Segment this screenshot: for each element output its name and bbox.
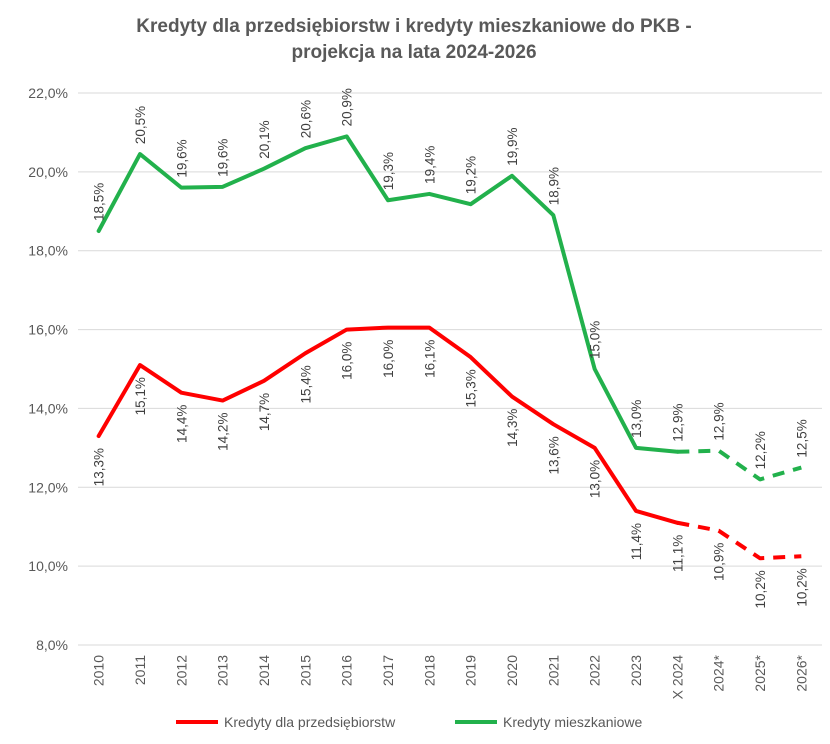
y-axis-ticks: 8,0% 10,0% 12,0% 14,0% 16,0% 18,0% 20,0% 22,0%	[28, 85, 68, 653]
x-tick-label: X 2024	[669, 655, 685, 700]
data-label: 18,9%	[546, 167, 561, 205]
legend-entry-1: Kredyty mieszkaniowe	[503, 714, 642, 730]
data-label: 13,0%	[629, 400, 644, 438]
data-label: 11,4%	[629, 523, 644, 560]
x-tick-label: 2020	[504, 655, 520, 686]
y-tick-label: 8,0%	[36, 637, 68, 653]
data-label: 14,3%	[505, 409, 520, 447]
x-tick-label: 2010	[91, 655, 107, 686]
x-tick-label: 2026*	[793, 654, 809, 691]
series-line-1	[96, 134, 680, 454]
series-lines	[96, 134, 802, 561]
y-tick-label: 18,0%	[28, 243, 68, 259]
data-label: 13,3%	[92, 448, 107, 486]
x-tick-label: 2023	[628, 655, 644, 686]
y-tick-label: 16,0%	[28, 322, 68, 338]
gridlines	[78, 92, 822, 646]
data-label: 12,5%	[794, 419, 809, 457]
x-tick-label: 2022	[587, 655, 603, 686]
x-tick-label: 2024*	[711, 654, 727, 691]
data-label: 19,2%	[464, 156, 479, 194]
x-tick-label: 2015	[297, 655, 313, 686]
data-label: 10,2%	[794, 568, 809, 606]
x-tick-label: 2012	[173, 655, 189, 686]
data-label: 16,0%	[340, 342, 355, 380]
series-line-0	[96, 325, 680, 525]
data-label: 15,1%	[133, 377, 148, 415]
x-tick-label: 2018	[421, 655, 437, 686]
y-tick-label: 14,0%	[28, 400, 68, 416]
data-label: 12,9%	[712, 402, 727, 440]
data-label: 12,9%	[670, 404, 685, 442]
data-label: 14,7%	[257, 393, 272, 431]
x-axis-ticks: 2010 2011 2012 2013 2014 2015 2016 2017 2018 2019…	[91, 654, 810, 699]
y-tick-label: 20,0%	[28, 164, 68, 180]
x-tick-label: 2017	[380, 655, 396, 686]
data-label: 19,9%	[505, 128, 520, 166]
y-tick-label: 10,0%	[28, 558, 68, 574]
x-tick-label: 2016	[339, 655, 355, 686]
data-label: 20,6%	[298, 100, 313, 138]
data-label: 19,4%	[422, 146, 437, 184]
data-labels: 18,5% 20,5% 19,6% 19,6% 20,1% 20,6% 20,9% 19,3%…	[92, 88, 810, 608]
x-tick-label: 2025*	[752, 654, 768, 691]
x-tick-label: 2019	[463, 655, 479, 686]
data-label: 11,1%	[670, 535, 685, 572]
y-tick-label: 22,0%	[28, 85, 68, 101]
legend: Kredyty dla przedsiębiorstw Kredyty miesz…	[176, 714, 642, 730]
data-label: 15,0%	[588, 321, 603, 359]
data-label: 18,5%	[92, 183, 107, 221]
series-projection-line-0	[676, 520, 802, 561]
data-label: 10,9%	[712, 543, 727, 581]
data-label: 19,3%	[381, 152, 396, 190]
data-label: 15,3%	[464, 369, 479, 407]
data-label: 16,1%	[422, 340, 437, 378]
data-label: 14,2%	[216, 413, 231, 451]
chart-title-line1: Kredyty dla przedsiębiorstw i kredyty mi…	[136, 16, 691, 37]
data-label: 16,0%	[381, 340, 396, 378]
data-label: 13,6%	[546, 436, 561, 474]
data-label: 19,6%	[216, 139, 231, 177]
chart-title-line2: projekcja na lata 2024-2026	[291, 42, 536, 63]
x-tick-label: 2021	[545, 655, 561, 686]
legend-entry-0: Kredyty dla przedsiębiorstw	[224, 714, 396, 730]
data-label: 10,2%	[753, 570, 768, 608]
data-label: 14,4%	[174, 405, 189, 443]
x-tick-label: 2014	[256, 655, 272, 686]
data-label: 13,0%	[588, 460, 603, 498]
x-tick-label: 2013	[215, 655, 231, 686]
data-label: 20,1%	[257, 120, 272, 158]
data-label: 12,2%	[753, 431, 768, 469]
data-label: 20,9%	[340, 88, 355, 126]
data-label: 19,6%	[174, 139, 189, 177]
data-label: 20,5%	[133, 106, 148, 144]
data-label: 15,4%	[298, 365, 313, 403]
x-tick-label: 2011	[132, 655, 148, 685]
series-projection-line-1	[677, 448, 802, 482]
y-tick-label: 12,0%	[28, 479, 68, 495]
